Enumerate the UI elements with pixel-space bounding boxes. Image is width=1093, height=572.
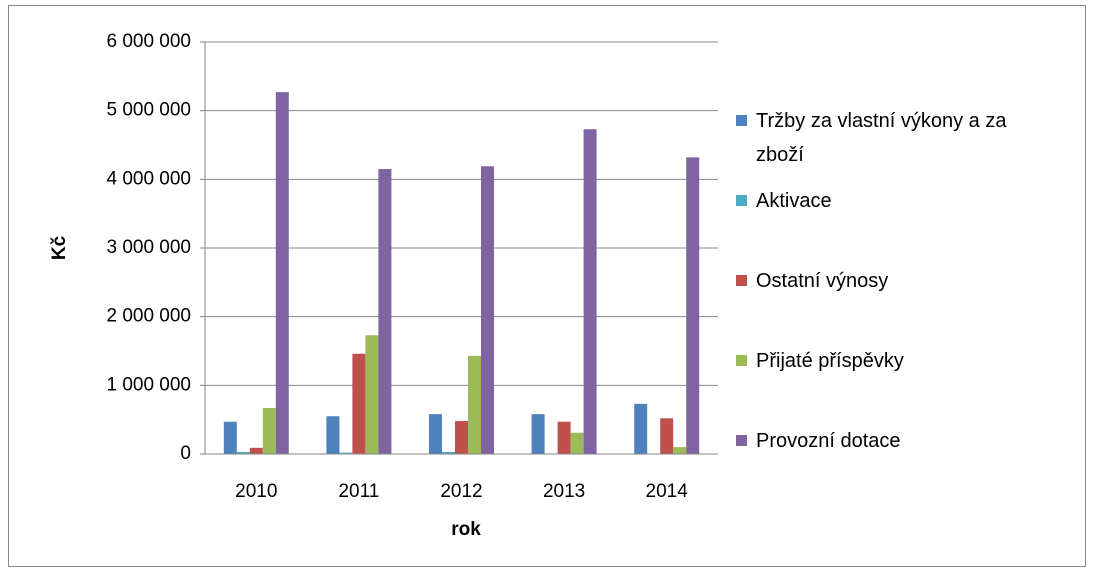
y-axis-label: Kč <box>49 235 70 260</box>
y-tick-label: 4 000 000 <box>106 168 191 189</box>
bar <box>275 92 289 455</box>
legend-swatch <box>736 275 747 286</box>
y-tick-label: 2 000 000 <box>106 306 191 327</box>
bar <box>223 421 237 454</box>
legend-label: Ostatní výnosy <box>756 270 889 292</box>
legend-item: Aktivace <box>736 184 1026 218</box>
legend: Tržby za vlastní výkony a za zboží Aktiva… <box>736 104 1056 458</box>
y-tick-label: 1 000 000 <box>106 374 191 395</box>
legend-item: Ostatní výnosy <box>736 264 1026 298</box>
x-tick-label: 2014 <box>646 481 689 502</box>
bar <box>429 414 442 454</box>
bar <box>365 335 379 454</box>
x-tick-label: 2011 <box>338 481 379 502</box>
y-tick-label: 5 000 000 <box>106 100 191 121</box>
legend-label: Provozní dotace <box>756 430 901 452</box>
bar <box>686 157 700 455</box>
legend-item: Tržby za vlastní výkony a za zboží <box>736 104 1026 172</box>
bar <box>236 451 250 454</box>
y-tick-label: 3 000 000 <box>106 237 191 258</box>
bar <box>352 353 366 454</box>
x-tick-label: 2012 <box>440 481 482 502</box>
legend-swatch <box>736 355 747 366</box>
bar <box>249 447 263 454</box>
y-tick-label: 6 000 000 <box>106 31 191 52</box>
bar <box>262 407 276 454</box>
x-axis-label: rok <box>451 519 481 540</box>
legend-label: Přijaté příspěvky <box>756 350 904 372</box>
legend-swatch <box>736 435 747 446</box>
bar <box>673 447 687 454</box>
x-tick-label: 2013 <box>543 481 585 502</box>
bar <box>378 169 392 455</box>
bar <box>442 451 455 454</box>
bar <box>468 355 481 454</box>
bar <box>326 416 340 454</box>
bar <box>455 421 468 454</box>
legend-item: Provozní dotace <box>736 424 1026 458</box>
bar <box>557 421 571 454</box>
bar <box>660 418 674 454</box>
bar <box>339 452 353 454</box>
chart-frame <box>8 5 1086 567</box>
bar <box>481 166 494 454</box>
legend-label: Aktivace <box>756 190 832 212</box>
y-tick-label: 0 <box>180 443 191 464</box>
bar <box>583 129 597 454</box>
bar <box>570 432 584 454</box>
bar <box>531 414 545 454</box>
legend-label: Tržby za vlastní výkony a za zboží <box>756 110 1007 166</box>
legend-swatch <box>736 115 747 126</box>
x-tick-label: 2010 <box>235 481 277 502</box>
legend-swatch <box>736 195 747 206</box>
legend-item: Přijaté příspěvky <box>736 344 1026 378</box>
bar <box>634 403 648 454</box>
